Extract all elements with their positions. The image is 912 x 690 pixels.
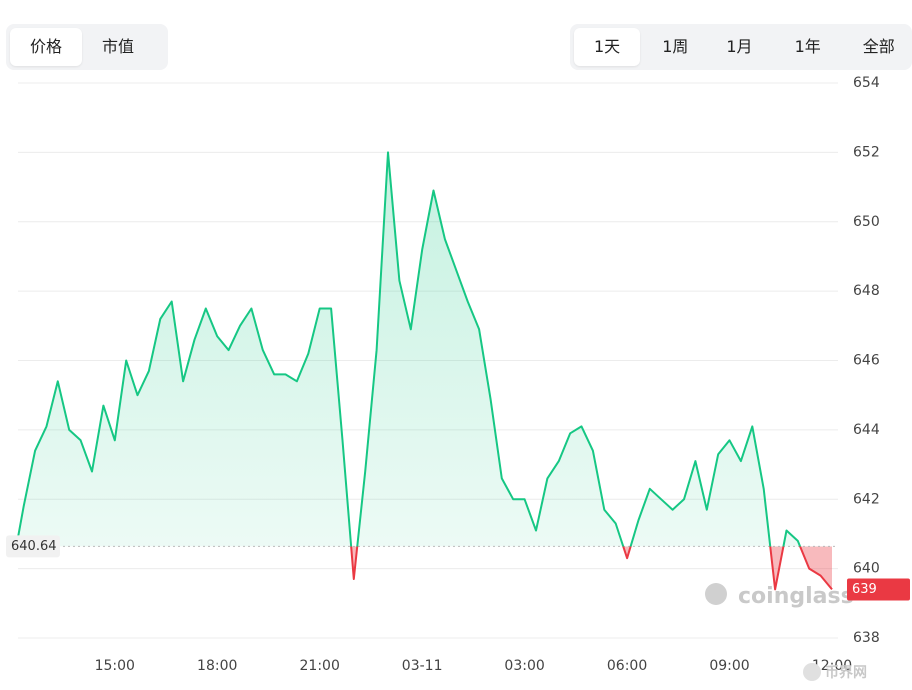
last-price-box (847, 578, 910, 601)
range-tab[interactable]: 1月 (726, 37, 753, 56)
y-tick-label: 652 (853, 144, 880, 160)
last-price-label: 639 (852, 582, 877, 597)
site-logo: 币界网 (825, 665, 867, 681)
range-tab[interactable]: 全部 (862, 37, 895, 56)
x-tick-label: 03-11 (402, 658, 443, 674)
x-tick-label: 15:00 (95, 658, 135, 674)
x-tick-label: 03:00 (504, 658, 544, 674)
area (18, 152, 832, 590)
range-tab[interactable]: 1年 (794, 37, 821, 56)
range-toggle: 1天 1周 1月 1年 全部 (570, 24, 912, 70)
range-tab[interactable]: 1周 (662, 37, 689, 56)
price-line (17, 151, 833, 591)
x-tick-label: 12:00 (812, 658, 852, 674)
x-tick-label: 06:00 (607, 658, 647, 674)
x-tick-label: 18:00 (197, 658, 237, 674)
metric-toggle: 价格 市值 (6, 24, 168, 70)
y-tick-label: 638 (853, 630, 880, 646)
watermark: coinglass (738, 584, 854, 609)
x-tick-label: 21:00 (300, 658, 340, 674)
x-tick-label: 09:00 (709, 658, 749, 674)
baseline-label: 640.64 (11, 539, 57, 554)
y-tick-label: 644 (853, 422, 880, 438)
y-tick-label: 654 (853, 75, 880, 91)
metric-tab[interactable]: 市值 (102, 37, 135, 56)
y-tick-label: 646 (853, 353, 880, 369)
site-logo-icon (803, 663, 821, 681)
y-tick-label: 650 (853, 214, 880, 230)
y-tick-label: 648 (853, 283, 880, 299)
y-tick-label: 640 (853, 561, 880, 577)
metric-tab[interactable]: 价格 (10, 28, 83, 66)
y-tick-label: 642 (853, 491, 880, 507)
range-tab[interactable]: 1天 (574, 28, 641, 66)
baseline-box (6, 535, 60, 558)
watermark-icon (705, 583, 727, 605)
